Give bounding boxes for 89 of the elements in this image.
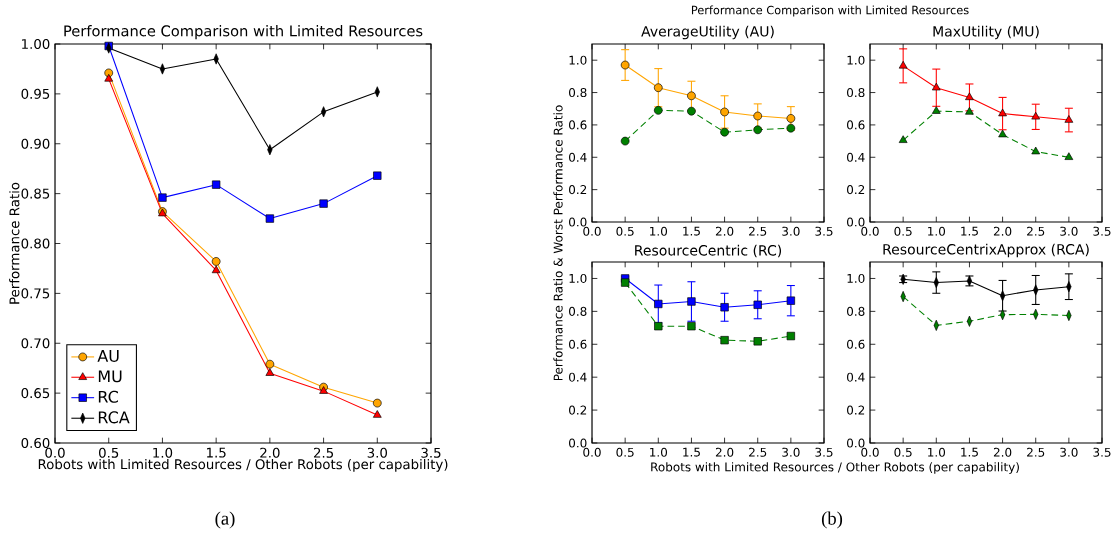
y-axis-title: Performance Ratio [9,182,20,304]
y-tick-label: 0.2 [569,405,587,415]
x-tick-label: 1.5 [683,447,700,457]
x-tick-label: 0.5 [616,447,634,457]
y-tick-label: 0.0 [569,217,587,227]
x-tick-label: 2.0 [715,226,734,236]
chart-title: MaxUtility (MU) [933,25,1039,40]
y-tick-label: 0.65 [21,388,50,399]
text: Performance Comparison with Limited Resources [691,5,969,17]
x-tick-label: 1.5 [207,447,226,458]
y-tick-label: 0.8 [847,306,865,316]
y-tick-label: 1.0 [847,55,865,65]
x-tick-label: 2.5 [1027,226,1045,236]
x-tick-label: 0.0 [861,226,879,236]
y-tick-label: 0.2 [847,405,865,415]
x-tick-label: 1.0 [650,447,668,457]
x-tick-label: 0.5 [894,447,912,457]
y-tick-label: 0.8 [569,306,587,316]
y-tick-label: 0.80 [21,238,50,249]
x-tick-label: 3.5 [815,226,833,236]
x-tick-label: 3.0 [782,226,800,236]
x-tick-label: 2.5 [749,447,767,457]
x-tick-label: 3.5 [815,447,833,457]
text: (a) [215,511,235,529]
x-tick-label: 1.0 [928,226,946,236]
y-tick-label: 0.2 [847,185,865,195]
y-tick-label: 1.00 [22,38,50,50]
legend-label: AU [97,350,119,362]
x-tick-label: 1.5 [683,226,700,236]
x-tick-label: 3.5 [1093,447,1111,457]
text: (b) [821,511,843,529]
y-tick-label: 0.90 [21,138,50,149]
x-tick-label: 0.5 [99,447,119,458]
y-tick-label: 0.8 [847,88,865,98]
y-tick-label: 0.6 [569,339,587,349]
x-tick-label: 1.0 [650,226,668,236]
x-tick-label: 3.0 [782,447,800,457]
y-tick-label: 0.0 [847,438,865,448]
x-tick-label: 3.5 [1093,226,1111,236]
y-tick-label: 0.6 [569,120,587,130]
x-axis-title: Robots with Limited Resources / Other Robots (per capability) [38,458,448,472]
y-tick-label: 0.8 [569,88,587,98]
x-tick-label: 0.0 [861,447,879,457]
x-tick-label: 0.0 [583,447,601,457]
chart-title: Performance Comparison with Limited Resources [64,25,423,40]
y-tick-label: 0.0 [569,438,587,448]
chart-title: ResourceCentric (RC) [635,244,782,258]
y-tick-label: 1.0 [569,273,587,283]
x-tick-label: 1.0 [153,447,173,458]
y-tick-label: 1.0 [569,55,587,65]
y-tick-label: 0.70 [21,338,50,349]
x-tick-label: 3.0 [367,447,388,458]
legend-label: RCA [98,411,130,424]
x-tick-label: 0.0 [583,226,601,236]
y-tick-label: 0.0 [847,217,865,227]
x-tick-label: 1.5 [961,226,978,236]
legend-label: MU [98,370,122,383]
y-tick-label: 1.0 [847,273,865,283]
x-tick-label: 3.5 [421,447,441,458]
x-tick-label: 2.0 [993,226,1012,236]
y-tick-label: 0.2 [569,185,587,195]
y-tick-label: 0.4 [847,372,865,382]
x-tick-label: 2.5 [313,447,334,458]
chart-title: ResourceCentrixApprox (RCA) [883,243,1089,258]
y-tick-label: 0.4 [569,152,587,162]
x-axis-title: Robots with Limited Resources / Other Robots (per capability) [651,462,1019,474]
x-tick-label: 3.0 [1060,447,1078,457]
y-axis-title: Performance Ratio & Worst Performance Ratio [553,105,563,381]
x-tick-label: 1.5 [961,447,978,457]
x-tick-label: 2.5 [749,226,767,236]
y-tick-label: 0.6 [847,339,865,349]
legend-label: RC [98,390,118,403]
x-tick-label: 3.0 [1060,226,1078,236]
x-tick-label: 0.5 [894,226,912,236]
y-tick-label: 0.85 [21,188,50,199]
y-tick-label: 0.6 [847,120,865,130]
x-tick-label: 2.0 [260,447,280,458]
chart-title: AverageUtility (AU) [641,25,774,40]
x-tick-label: 0.5 [616,226,634,236]
y-tick-label: 0.75 [21,288,50,299]
x-tick-label: 0.0 [45,447,65,458]
x-tick-label: 2.5 [1027,447,1045,457]
y-tick-label: 0.4 [847,152,865,162]
y-tick-label: 0.60 [21,437,50,449]
x-tick-label: 1.0 [928,447,946,457]
y-tick-label: 0.4 [569,372,587,382]
x-tick-label: 2.0 [715,447,734,457]
x-tick-label: 2.0 [993,447,1012,457]
y-tick-label: 0.95 [21,88,50,99]
